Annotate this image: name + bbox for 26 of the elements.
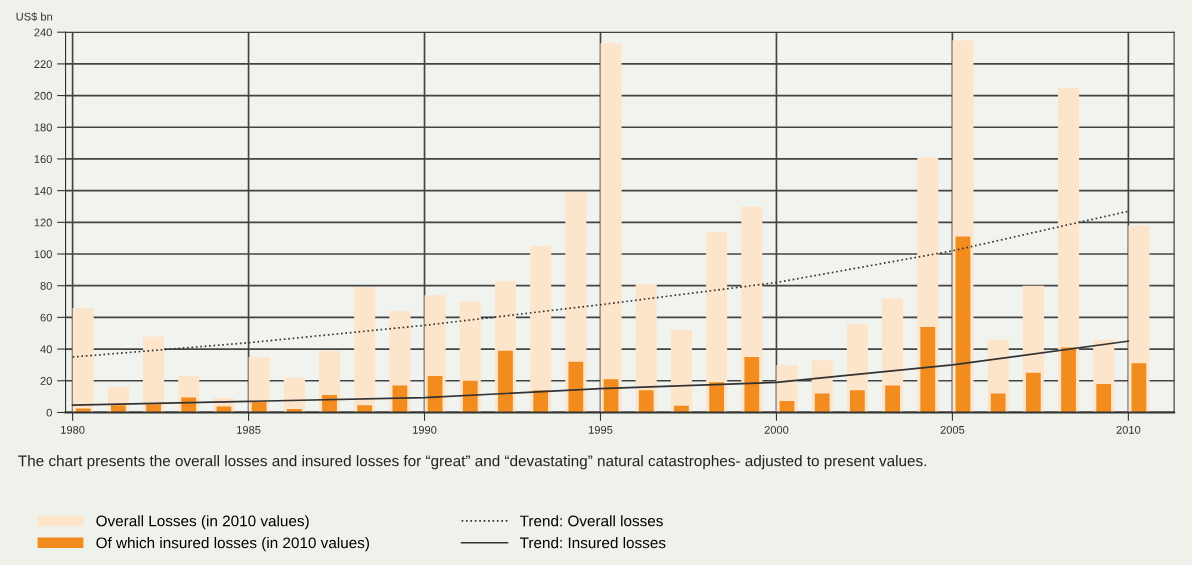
x-tick-label: 1995 — [588, 425, 613, 434]
legend-label: Trend: Insured losses — [519, 537, 666, 549]
x-tick-label: 2005 — [940, 425, 965, 434]
x-tick-label: 2010 — [1116, 425, 1141, 434]
y-tick-label: 20 — [40, 377, 52, 385]
x-tick-label: 1980 — [61, 425, 85, 434]
legend-label: Of which insured losses (in 2010 values) — [96, 537, 369, 552]
y-tick-label: 160 — [34, 155, 52, 164]
x-tick-label: 2000 — [764, 425, 789, 434]
y-tick-label: 60 — [40, 313, 52, 322]
y-axis-title: US$ bn — [16, 12, 53, 22]
y-tick-label: 120 — [34, 218, 52, 227]
legend-label: Trend: Overall losses — [519, 515, 663, 527]
y-tick-label: 40 — [40, 345, 52, 354]
y-tick-label: 240 — [34, 28, 52, 37]
y-tick-label: 100 — [34, 250, 52, 259]
y-tick-label: 220 — [34, 60, 52, 69]
y-tick-label: 140 — [34, 186, 52, 195]
y-tick-label: 0 — [46, 408, 52, 417]
y-tick-label: 180 — [34, 123, 52, 132]
y-tick-label: 80 — [40, 281, 52, 290]
legend-label: Overall Losses (in 2010 values) — [96, 515, 309, 530]
text: The chart presents the overall losses and insured losses for “great” and “devastating” natural catastrophes- adjusted to present values. — [18, 455, 927, 470]
x-tick-label: 1985 — [237, 425, 261, 434]
x-tick-label: 1990 — [413, 425, 437, 434]
y-tick-label: 200 — [34, 91, 52, 100]
